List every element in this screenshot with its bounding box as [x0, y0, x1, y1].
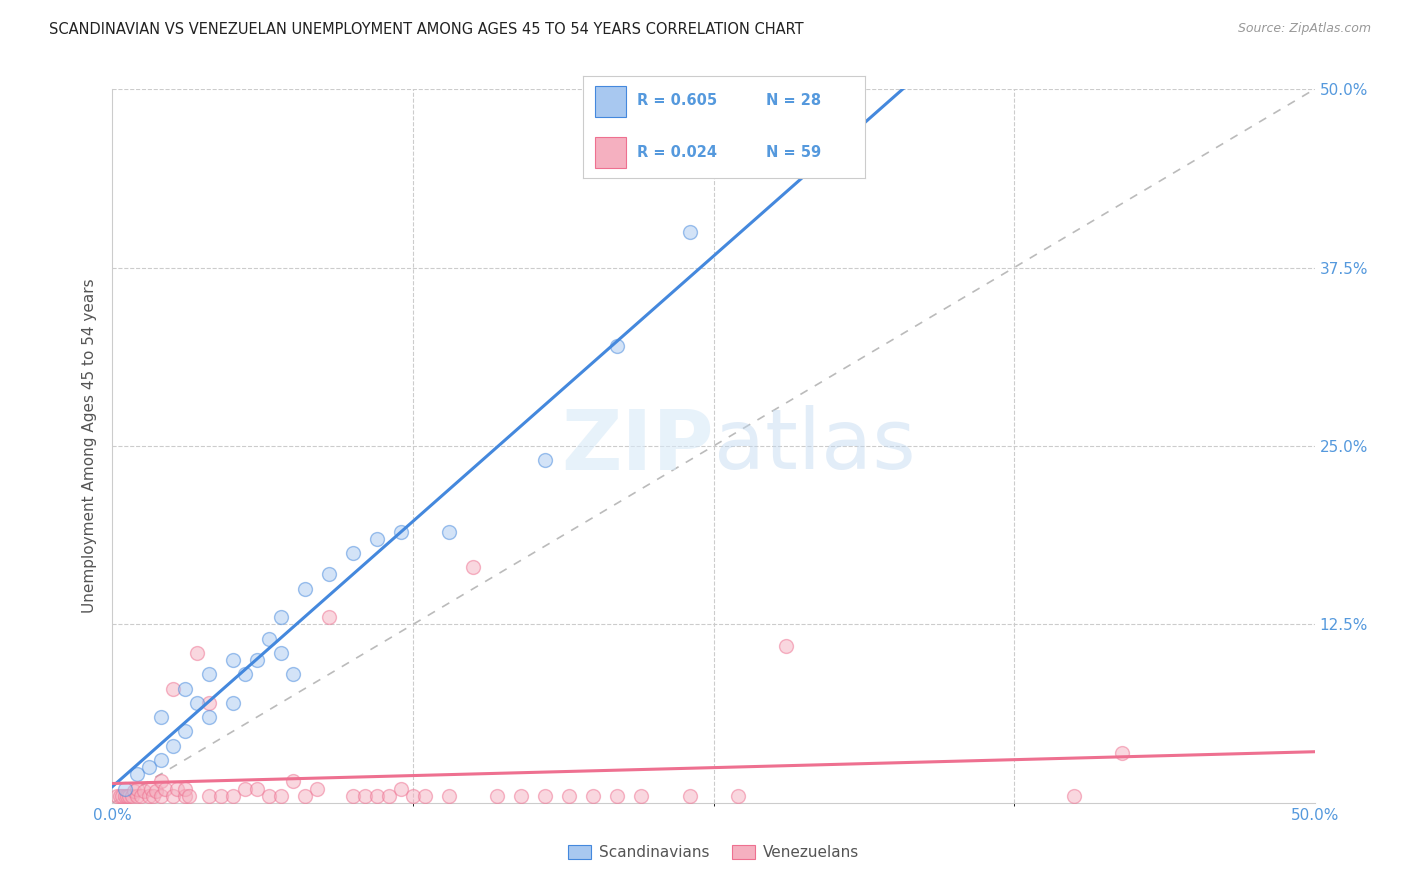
Point: [534, 453, 557, 467]
Point: [142, 789, 165, 803]
Point: [558, 789, 581, 803]
Point: [305, 781, 328, 796]
Point: [162, 789, 184, 803]
Point: [402, 789, 425, 803]
Point: [1063, 789, 1085, 803]
Point: [173, 681, 195, 696]
Point: [138, 789, 160, 803]
Point: [115, 789, 138, 803]
Point: [461, 560, 484, 574]
Point: [173, 781, 195, 796]
FancyBboxPatch shape: [595, 87, 626, 117]
Point: [246, 781, 269, 796]
Point: [437, 789, 460, 803]
Point: [222, 653, 245, 667]
Point: [166, 781, 188, 796]
Point: [179, 789, 201, 803]
Point: [342, 546, 364, 560]
Point: [114, 781, 136, 796]
Point: [582, 789, 605, 803]
Point: [775, 639, 797, 653]
Point: [197, 667, 219, 681]
Point: [122, 784, 145, 798]
Point: [118, 789, 141, 803]
Point: [318, 567, 340, 582]
Point: [186, 646, 208, 660]
Legend: Scandinavians, Venezuelans: Scandinavians, Venezuelans: [562, 839, 865, 866]
Point: [281, 774, 304, 789]
Point: [534, 789, 557, 803]
Point: [149, 774, 172, 789]
Point: [727, 789, 749, 803]
Point: [606, 789, 628, 803]
Point: [294, 582, 316, 596]
Point: [233, 667, 256, 681]
Point: [366, 789, 388, 803]
Text: atlas: atlas: [713, 406, 915, 486]
Point: [378, 789, 401, 803]
Point: [222, 789, 245, 803]
Point: [366, 532, 388, 546]
Point: [125, 781, 148, 796]
Point: [257, 789, 280, 803]
Point: [173, 789, 195, 803]
Point: [389, 781, 412, 796]
Point: [246, 653, 269, 667]
Point: [270, 789, 292, 803]
Point: [678, 789, 700, 803]
Point: [125, 767, 148, 781]
Point: [342, 789, 364, 803]
Point: [149, 789, 172, 803]
Point: [155, 781, 177, 796]
Point: [197, 696, 219, 710]
Text: R = 0.024: R = 0.024: [637, 145, 717, 160]
Text: R = 0.605: R = 0.605: [637, 94, 717, 109]
Point: [294, 789, 316, 803]
Point: [162, 739, 184, 753]
Point: [131, 789, 153, 803]
Point: [105, 789, 128, 803]
Point: [630, 789, 652, 803]
Point: [437, 524, 460, 539]
Point: [139, 781, 162, 796]
Point: [354, 789, 377, 803]
Point: [257, 632, 280, 646]
Point: [197, 710, 219, 724]
Point: [125, 789, 148, 803]
Point: [145, 784, 167, 798]
Point: [132, 784, 155, 798]
FancyBboxPatch shape: [595, 137, 626, 168]
Text: ZIP: ZIP: [561, 406, 713, 486]
Point: [606, 339, 628, 353]
Point: [413, 789, 436, 803]
Point: [149, 710, 172, 724]
Point: [222, 696, 245, 710]
Point: [281, 667, 304, 681]
Point: [114, 789, 136, 803]
Text: N = 59: N = 59: [766, 145, 821, 160]
Point: [389, 524, 412, 539]
Point: [209, 789, 232, 803]
Point: [1111, 746, 1133, 760]
Point: [678, 225, 700, 239]
Point: [270, 610, 292, 624]
Point: [510, 789, 533, 803]
Point: [138, 760, 160, 774]
Point: [270, 646, 292, 660]
Point: [149, 753, 172, 767]
Point: [108, 789, 131, 803]
Text: SCANDINAVIAN VS VENEZUELAN UNEMPLOYMENT AMONG AGES 45 TO 54 YEARS CORRELATION CH: SCANDINAVIAN VS VENEZUELAN UNEMPLOYMENT …: [49, 22, 804, 37]
Point: [197, 789, 219, 803]
Y-axis label: Unemployment Among Ages 45 to 54 years: Unemployment Among Ages 45 to 54 years: [82, 278, 97, 614]
Point: [111, 789, 134, 803]
Point: [162, 681, 184, 696]
Point: [186, 696, 208, 710]
Text: Source: ZipAtlas.com: Source: ZipAtlas.com: [1237, 22, 1371, 36]
Point: [121, 789, 143, 803]
Point: [486, 789, 509, 803]
Text: N = 28: N = 28: [766, 94, 821, 109]
Point: [318, 610, 340, 624]
Point: [233, 781, 256, 796]
Point: [173, 724, 195, 739]
